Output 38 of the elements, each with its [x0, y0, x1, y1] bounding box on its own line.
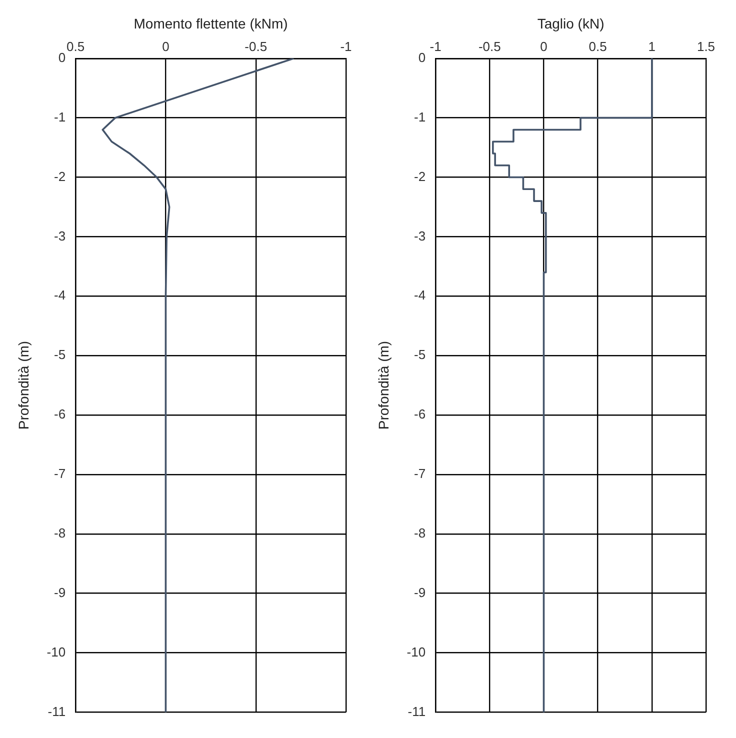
y-tick-label: -3 — [54, 228, 66, 244]
y-tick-label: -4 — [414, 288, 426, 303]
y-tick-label: -1 — [54, 109, 66, 124]
x-tick-label: 1.5 — [696, 39, 716, 54]
y-tick-label: 0 — [58, 50, 66, 65]
y-tick-label: -5 — [414, 347, 426, 362]
y-tick-label: -3 — [414, 228, 426, 244]
y-axis-title: Profondità (m) — [375, 340, 392, 430]
y-tick-label: 0 — [418, 50, 426, 65]
y-tick-label: -7 — [54, 466, 66, 482]
y-tick-label: -9 — [414, 584, 426, 600]
x-tick-label: 0 — [540, 39, 548, 54]
y-tick-label: -6 — [414, 406, 426, 422]
x-tick-label: 0.5 — [588, 39, 607, 54]
x-tick-label: 0 — [162, 39, 170, 54]
y-tick-label: -8 — [414, 525, 426, 540]
x-axis-title: Momento flettente (kNm) — [134, 15, 288, 32]
y-tick-label: -2 — [54, 168, 66, 184]
y-tick-label: -2 — [414, 168, 426, 184]
y-tick-label: -1 — [414, 109, 426, 124]
y-tick-label: -7 — [414, 466, 426, 482]
y-tick-label: -5 — [54, 347, 66, 362]
y-tick-label: -11 — [48, 704, 66, 719]
x-axis-title: Taglio (kN) — [537, 15, 604, 32]
x-tick-label: 0.5 — [66, 39, 85, 54]
x-tick-label: 1 — [648, 39, 656, 54]
y-tick-label: -8 — [54, 525, 66, 540]
y-tick-label: -6 — [54, 406, 66, 422]
x-tick-label: -1 — [340, 39, 352, 54]
y-tick-label: -11 — [408, 704, 426, 719]
y-tick-label: -10 — [46, 644, 66, 660]
y-tick-label: -9 — [54, 584, 66, 600]
y-tick-label: -4 — [54, 288, 66, 303]
x-tick-label: -1 — [430, 39, 442, 54]
x-tick-label: -0.5 — [478, 39, 501, 54]
y-tick-label: -10 — [406, 644, 426, 660]
x-tick-label: -0.5 — [244, 39, 268, 54]
y-axis-title: Profondità (m) — [15, 340, 32, 430]
